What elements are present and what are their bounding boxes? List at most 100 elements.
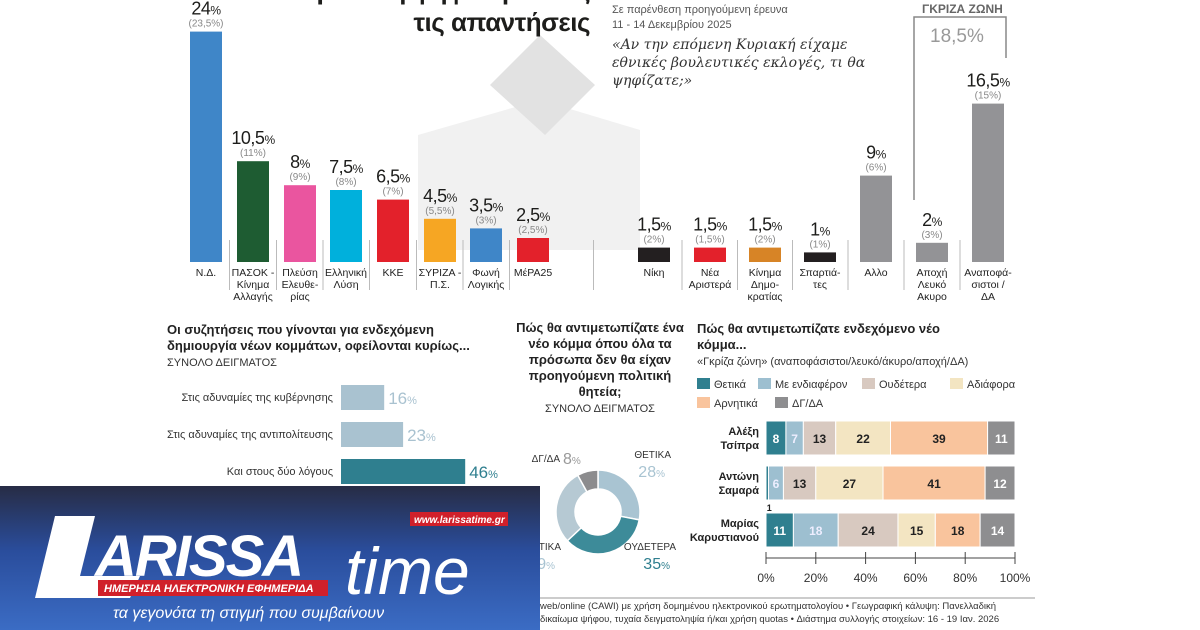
category-label: Στις αδυναμίες της αντιπολίτευσης: [167, 429, 333, 441]
segment-label: 11: [995, 432, 1008, 446]
reasons-chart: Στις αδυναμίες της κυβέρνησης 16% Στις αδυ…: [167, 385, 498, 484]
logo-slogan: τα γεγονότα τη στιγμή που συμβαίνουν: [113, 605, 384, 622]
row-label: Μαρίας: [721, 518, 760, 530]
bar: [804, 252, 836, 262]
stacked-segment: [782, 465, 817, 501]
segment-label: 22: [856, 432, 870, 446]
row-label: Τσίπρα: [721, 440, 760, 452]
value-label: 2,5%: [516, 205, 551, 225]
previous-value-label: (23,5%): [188, 19, 223, 30]
donut-slice: [566, 515, 641, 555]
logo-tagline: ΗΜΕΡΗΣΙΑ ΗΛΕΚΤΡΟΝΙΚΗ ΕΦΗΜΕΡΙΔΑ: [104, 583, 314, 595]
segment-label: 8: [773, 432, 780, 446]
segment-label: 7: [791, 432, 798, 446]
previous-value-label: (15%): [975, 91, 1002, 102]
value-label: 1,5%: [693, 215, 728, 235]
previous-value-label: (3%): [921, 230, 942, 241]
category-label: Σπαρτιά-: [799, 267, 841, 279]
stacked-segment: [815, 465, 884, 501]
previous-value-label: (9%): [289, 172, 310, 183]
segment-label: 18: [809, 524, 823, 538]
value-label: 3,5%: [469, 195, 504, 215]
row-label: Αντώνη: [719, 471, 760, 483]
legend-label: Με ενδιαφέρον: [775, 379, 848, 391]
x-tick-label: 100%: [1000, 571, 1031, 585]
segment-label: 15: [910, 524, 924, 538]
reasons-header: Οι συζητήσεις που γίνονται για ενδεχόμεν…: [167, 322, 502, 370]
stacked-segment: [765, 512, 794, 548]
category-label: Νίκη: [643, 267, 664, 279]
bar: [638, 247, 670, 262]
segment-label: 41: [927, 477, 941, 491]
category-label: Αλλο: [864, 267, 887, 279]
segment-label: 13: [813, 432, 827, 446]
previous-value-label: (3%): [475, 215, 496, 226]
value-label: 6,5%: [376, 167, 411, 187]
row-label: Καρυστιανού: [690, 532, 759, 544]
donut-title: Πώς θα αντιμετωπίζατε ένα νέο κόμμα όπου…: [516, 320, 684, 399]
value-label: 2%: [922, 210, 943, 230]
value-label: 16%: [388, 389, 417, 408]
bar: [341, 422, 404, 447]
legend-swatch: [697, 397, 710, 408]
value-label: 1%: [810, 219, 831, 239]
bar: [341, 385, 385, 410]
previous-value-label: (1%): [809, 239, 830, 250]
segment-label: 11: [773, 524, 786, 538]
previous-value-label: (8%): [335, 177, 356, 188]
category-label: Κίνημα: [237, 279, 270, 291]
slice-value: 28%: [638, 464, 665, 481]
category-label: Λευκό: [918, 279, 947, 291]
previous-value-label: (5,5%): [425, 206, 454, 217]
methodology-footer: web/online (CAWI) με χρήση δομημένου ηλε…: [540, 600, 999, 626]
previous-value-label: (2%): [643, 235, 664, 246]
stacked-segment: [882, 465, 986, 501]
slice-label: ΔΓ/ΔΑ: [532, 454, 561, 465]
category-label: ΚΚΕ: [382, 267, 403, 279]
prev-note-date: 11 - 14 Δεκεμβρίου 2025: [612, 19, 732, 31]
bar: [237, 161, 269, 262]
slice-label: ΘΕΤΙΚΑ: [634, 450, 671, 461]
slice-value: 8%: [563, 451, 581, 468]
bar: [377, 199, 409, 262]
segment-label: 13: [793, 477, 807, 491]
legend-swatch: [697, 378, 710, 389]
category-label: τες: [813, 279, 827, 291]
row-label: Αλέξη: [728, 426, 759, 438]
bar: [190, 31, 222, 262]
legend-label: Αρνητικά: [714, 398, 758, 410]
category-label: ΣΥΡΙΖΑ -: [419, 267, 462, 279]
stacked-header: Πώς θα αντιμετωπίζατε ενδεχόμενο νέο κόμ…: [697, 321, 968, 369]
value-label: 16,5%: [966, 71, 1010, 91]
x-tick-label: 20%: [804, 571, 828, 585]
bar: [341, 459, 466, 484]
svg-text:time: time: [345, 534, 470, 608]
category-label: σιστοι /: [971, 279, 1004, 291]
bar: [860, 175, 892, 262]
previous-value-label: (11%): [240, 148, 266, 159]
donut-subtitle: ΣΥΝΟΛΟ ΔΕΙΓΜΑΤΟΣ: [545, 403, 655, 415]
segment-label: 1: [767, 503, 772, 513]
vote-intention-chart: 24%(23,5%)Ν.Δ.10,5%(11%)ΠΑΣΟΚ -ΚίνημαΑλλ…: [188, 0, 1012, 303]
reasons-title: Οι συζητήσεις που γίνονται για ενδεχόμεν…: [167, 322, 470, 353]
donut-slice: [576, 469, 599, 493]
legend-swatch: [950, 378, 963, 389]
new-party-stacked-chart: Θετικά Με ενδιαφέρον Ουδέτερα Αδιάφορα Αρνητ…: [690, 378, 1031, 585]
stacked-segment: [984, 465, 1016, 501]
legend-label: Αδιάφορα: [967, 379, 1016, 391]
bar: [694, 247, 726, 262]
bar: [972, 103, 1004, 262]
ballot-box-illustration: [418, 35, 640, 250]
stacked-segment: [792, 512, 839, 548]
larissatime-banner[interactable]: ARISSA time www.larissatime.gr ΗΜΕΡΗΣΙΑ …: [0, 486, 540, 630]
category-label: Λογικής: [468, 279, 505, 291]
x-tick-label: 0%: [757, 571, 775, 585]
category-label: κρατίας: [748, 291, 783, 303]
category-label: Φωνή: [472, 267, 500, 279]
segment-label: 14: [991, 524, 1005, 538]
prev-note-line: Σε παρένθεση προηγούμενη έρευνα: [612, 4, 788, 16]
category-label: Π.Σ.: [430, 279, 450, 291]
category-label: Ελευθε-: [282, 279, 319, 291]
gray-zone-value: 18,5%: [930, 26, 984, 47]
category-label: Αναποφά-: [964, 267, 1012, 279]
